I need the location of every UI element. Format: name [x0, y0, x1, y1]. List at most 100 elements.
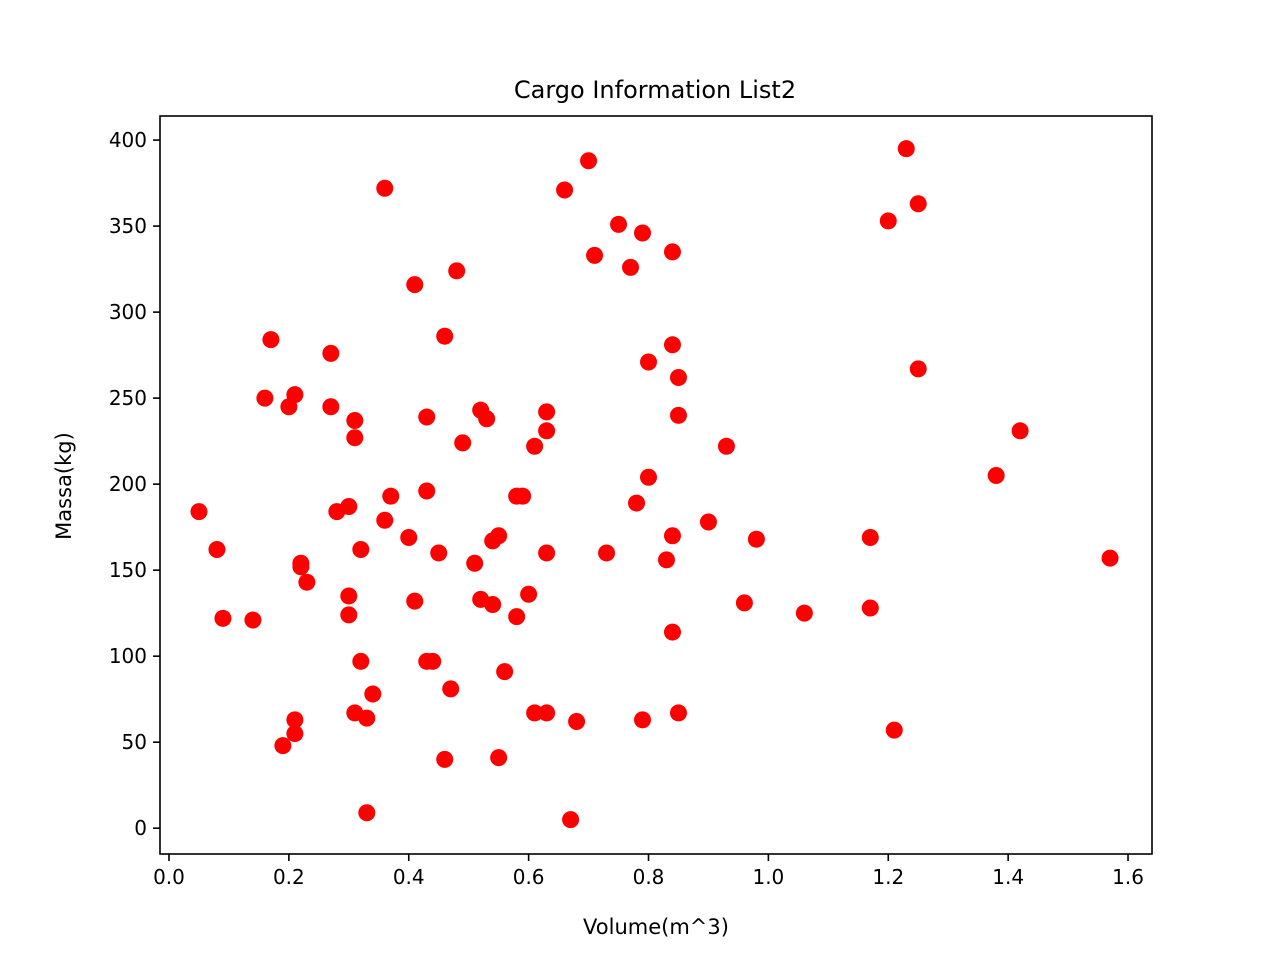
data-point — [634, 711, 652, 729]
data-point — [376, 179, 394, 197]
data-point — [346, 411, 364, 429]
data-point — [717, 437, 735, 455]
data-point — [514, 487, 532, 505]
data-point — [466, 554, 484, 572]
y-tick-label: 350 — [109, 214, 147, 238]
data-point — [663, 527, 681, 545]
data-point — [580, 152, 598, 170]
x-axis-ticks: 0.0 0.2 0.4 0.6 0.8 1.0 1.2 1.4 1.6 — [153, 854, 1144, 889]
data-point — [640, 353, 658, 371]
data-point — [610, 215, 628, 233]
data-point — [909, 360, 927, 378]
data-point — [346, 429, 364, 447]
y-axis-ticks: 0 50 100 150 200 250 300 350 400 — [109, 128, 160, 840]
data-point — [190, 503, 208, 521]
data-point — [442, 680, 460, 698]
data-point — [340, 498, 358, 516]
data-point — [424, 652, 442, 670]
data-point — [244, 611, 262, 629]
y-tick-label: 100 — [109, 644, 147, 668]
data-point — [286, 711, 304, 729]
data-point — [322, 398, 340, 416]
x-tick-label: 1.6 — [1112, 865, 1144, 889]
data-point — [358, 804, 376, 822]
data-point — [987, 467, 1005, 485]
data-point — [909, 195, 927, 213]
data-point — [879, 212, 897, 230]
data-point — [208, 541, 226, 559]
data-point — [526, 437, 544, 455]
data-point — [508, 608, 526, 626]
x-tick-label: 0.8 — [633, 865, 665, 889]
data-point — [364, 685, 382, 703]
data-point — [322, 344, 340, 362]
data-point — [861, 599, 879, 617]
data-point — [885, 721, 903, 739]
data-point — [538, 544, 556, 562]
data-point — [526, 704, 544, 722]
data-point — [598, 544, 616, 562]
data-point — [538, 422, 556, 440]
data-point — [286, 725, 304, 743]
y-tick-label: 50 — [122, 730, 147, 754]
y-tick-label: 250 — [109, 386, 147, 410]
data-point — [669, 406, 687, 424]
data-point — [562, 811, 580, 829]
data-point — [262, 331, 280, 349]
data-point — [699, 513, 717, 531]
data-point — [1101, 549, 1119, 567]
data-point — [352, 652, 370, 670]
y-tick-label: 200 — [109, 472, 147, 496]
data-point — [634, 224, 652, 242]
data-point — [1011, 422, 1029, 440]
data-point — [795, 604, 813, 622]
data-point — [454, 434, 472, 452]
data-point — [406, 592, 424, 610]
data-point — [556, 181, 574, 199]
data-point — [568, 713, 586, 731]
x-tick-label: 0.2 — [273, 865, 305, 889]
data-point — [640, 468, 658, 486]
x-tick-label: 1.2 — [872, 865, 904, 889]
y-tick-label: 150 — [109, 558, 147, 582]
data-point — [436, 750, 454, 768]
y-tick-label: 400 — [109, 128, 147, 152]
data-point — [735, 594, 753, 612]
data-point — [448, 262, 466, 280]
data-point — [298, 573, 316, 591]
y-tick-label: 0 — [134, 816, 147, 840]
data-point — [418, 482, 436, 500]
data-point — [418, 408, 436, 426]
data-point — [274, 737, 292, 755]
data-point — [340, 606, 358, 624]
data-point — [430, 544, 448, 562]
data-point — [897, 140, 915, 158]
y-tick-label: 300 — [109, 300, 147, 324]
data-point — [490, 527, 508, 545]
data-point — [628, 494, 646, 512]
data-point — [669, 368, 687, 386]
data-point — [586, 246, 604, 264]
x-tick-label: 0.4 — [393, 865, 425, 889]
data-point — [663, 336, 681, 354]
y-axis-label: Massa(kg) — [52, 432, 76, 540]
data-point — [622, 258, 640, 276]
chart-title: Cargo Information List2 — [514, 76, 796, 104]
data-point — [340, 587, 358, 605]
data-point — [382, 487, 400, 505]
data-point — [286, 386, 304, 404]
x-tick-label: 0.0 — [153, 865, 185, 889]
plot-frame — [159, 115, 1153, 855]
data-point — [214, 609, 232, 627]
data-point — [663, 243, 681, 261]
data-point — [669, 704, 687, 722]
data-point — [256, 389, 274, 407]
data-point — [352, 541, 370, 559]
x-tick-label: 1.0 — [752, 865, 784, 889]
data-point — [292, 554, 310, 572]
data-point — [861, 528, 879, 546]
x-axis-label: Volume(m^3) — [583, 915, 729, 939]
data-point — [484, 596, 502, 614]
